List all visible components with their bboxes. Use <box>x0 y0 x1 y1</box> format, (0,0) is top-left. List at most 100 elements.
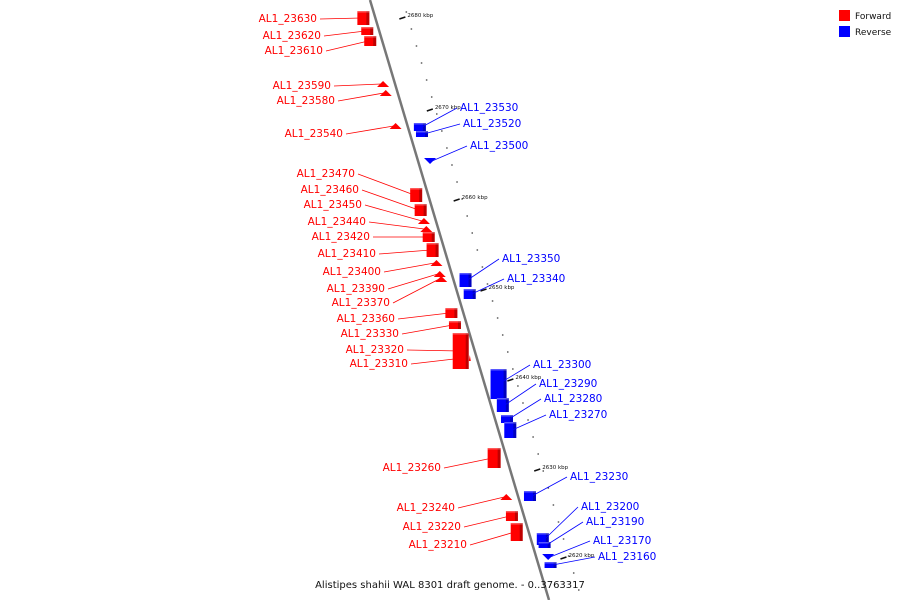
forward-gene-glyph[interactable] <box>505 511 518 521</box>
reverse-gene-label[interactable]: AL1_23530 <box>460 102 518 114</box>
ruler-label: 2680 kbp <box>407 13 433 19</box>
forward-gene-leader <box>361 189 419 211</box>
reverse-gene-label[interactable]: AL1_23350 <box>502 253 560 265</box>
forward-gene-glyph[interactable] <box>377 81 390 87</box>
ruler-label: 2670 kbp <box>435 105 461 111</box>
forward-gene-glyph[interactable] <box>389 123 402 129</box>
forward-gene-glyph[interactable] <box>379 90 392 96</box>
forward-gene-leader <box>463 515 511 528</box>
reverse-gene-glyph[interactable] <box>496 398 509 412</box>
forward-gene-label[interactable]: AL1_23210 <box>409 539 467 551</box>
reverse-gene-glyph[interactable] <box>424 158 437 164</box>
ruler-label: 2650 kbp <box>489 285 515 291</box>
reverse-gene-label[interactable]: AL1_23500 <box>470 140 528 152</box>
forward-gene-glyph[interactable] <box>426 243 439 257</box>
forward-gene-leader <box>443 457 493 469</box>
reverse-gene-leader <box>546 521 584 546</box>
forward-gene-label[interactable]: AL1_23240 <box>397 502 455 514</box>
forward-gene-glyph[interactable] <box>361 27 374 35</box>
reverse-gene-glyph[interactable] <box>504 422 517 438</box>
forward-gene-label[interactable]: AL1_23470 <box>297 168 355 180</box>
forward-gene-leader <box>319 17 362 20</box>
forward-gene-label[interactable]: AL1_23220 <box>403 521 461 533</box>
reverse-gene-glyph[interactable] <box>415 131 428 137</box>
reverse-gene-glyph[interactable] <box>413 123 426 131</box>
ruler-label: 2640 kbp <box>515 375 541 381</box>
reverse-gene-label[interactable]: AL1_23520 <box>463 118 521 130</box>
forward-gene-label[interactable]: AL1_23330 <box>341 328 399 340</box>
genome-caption: Alistipes shahii WAL 8301 draft genome. … <box>315 580 585 591</box>
reverse-gene-glyph[interactable] <box>501 415 514 423</box>
forward-gene-label[interactable]: AL1_23610 <box>265 45 323 57</box>
forward-gene-label[interactable]: AL1_23460 <box>301 184 359 196</box>
forward-gene-label[interactable]: AL1_23440 <box>308 216 366 228</box>
forward-gene-label[interactable]: AL1_23620 <box>263 30 321 42</box>
forward-gene-glyph[interactable] <box>435 276 448 282</box>
forward-gene-glyph[interactable] <box>364 36 377 46</box>
forward-gene-label[interactable]: AL1_23580 <box>277 95 335 107</box>
forward-gene-label[interactable]: AL1_23590 <box>273 80 331 92</box>
forward-gene-glyph[interactable] <box>422 232 435 242</box>
reverse-gene-leader <box>508 398 542 420</box>
forward-gene-label[interactable]: AL1_23310 <box>350 358 408 370</box>
forward-gene-label[interactable]: AL1_23400 <box>323 266 381 278</box>
reverse-gene-label[interactable]: AL1_23270 <box>549 409 607 421</box>
forward-gene-leader <box>392 278 440 304</box>
reverse-gene-glyph[interactable] <box>544 562 557 568</box>
forward-gene-glyph[interactable] <box>448 321 461 329</box>
ruler-label: 2620 kbp <box>568 553 594 559</box>
forward-gene-glyph[interactable] <box>357 11 370 25</box>
ruler-major-tick <box>453 198 460 202</box>
reverse-gene-label[interactable]: AL1_23190 <box>586 516 644 528</box>
forward-gene-leader <box>337 92 384 102</box>
forward-gene-glyph[interactable] <box>468 355 471 361</box>
ruler-major-tick <box>399 16 406 20</box>
forward-gene-label[interactable]: AL1_23540 <box>285 128 343 140</box>
forward-gene-leader <box>345 125 394 135</box>
reverse-gene-leader <box>471 278 505 295</box>
reverse-gene-label[interactable]: AL1_23280 <box>544 393 602 405</box>
reverse-gene-label[interactable]: AL1_23200 <box>581 501 639 513</box>
reverse-gene-glyph[interactable] <box>463 289 476 299</box>
forward-gene-label[interactable]: AL1_23370 <box>332 297 390 309</box>
forward-gene-leader <box>323 30 366 37</box>
reverse-gene-glyph[interactable] <box>459 273 472 287</box>
reverse-gene-label[interactable]: AL1_23160 <box>598 551 656 563</box>
forward-gene-label[interactable]: AL1_23630 <box>259 13 317 25</box>
reverse-gene-glyph[interactable] <box>523 491 536 501</box>
reverse-gene-label[interactable]: AL1_23230 <box>570 471 628 483</box>
forward-gene-glyph[interactable] <box>414 204 427 216</box>
reverse-gene-glyph[interactable] <box>542 554 555 560</box>
ruler-major-tick <box>560 556 567 560</box>
forward-gene-leader <box>368 221 425 230</box>
reverse-gene-label[interactable]: AL1_23300 <box>533 359 591 371</box>
forward-gene-glyph[interactable] <box>500 494 513 500</box>
forward-gene-leader <box>325 40 369 52</box>
forward-gene-label[interactable]: AL1_23360 <box>337 313 395 325</box>
forward-gene-glyph[interactable] <box>445 308 458 318</box>
reverse-gene-leader <box>512 414 547 431</box>
forward-gene-label[interactable]: AL1_23410 <box>318 248 376 260</box>
forward-gene-leader <box>469 531 515 546</box>
forward-gene-label[interactable]: AL1_23390 <box>327 283 385 295</box>
forward-gene-glyph[interactable] <box>430 260 443 266</box>
forward-gene-label[interactable]: AL1_23420 <box>312 231 370 243</box>
forward-gene-label[interactable]: AL1_23450 <box>304 199 362 211</box>
reverse-gene-label[interactable]: AL1_23340 <box>507 273 565 285</box>
forward-gene-glyph[interactable] <box>420 226 433 232</box>
reverse-gene-label[interactable]: AL1_23170 <box>593 535 651 547</box>
forward-gene-label[interactable]: AL1_23260 <box>383 462 441 474</box>
forward-gene-glyph[interactable] <box>410 188 423 202</box>
forward-gene-glyph[interactable] <box>487 448 501 468</box>
forward-gene-glyph[interactable] <box>433 271 446 277</box>
forward-gene-glyph[interactable] <box>510 523 523 541</box>
reverse-gene-leader <box>498 364 531 385</box>
forward-gene-leader <box>387 273 438 290</box>
reverse-gene-leader <box>431 145 468 162</box>
forward-gene-glyph[interactable] <box>417 218 430 224</box>
forward-gene-label[interactable]: AL1_23320 <box>346 344 404 356</box>
forward-gene-leader <box>333 83 382 87</box>
reverse-gene-glyph[interactable] <box>538 542 551 548</box>
reverse-gene-label[interactable]: AL1_23290 <box>539 378 597 390</box>
